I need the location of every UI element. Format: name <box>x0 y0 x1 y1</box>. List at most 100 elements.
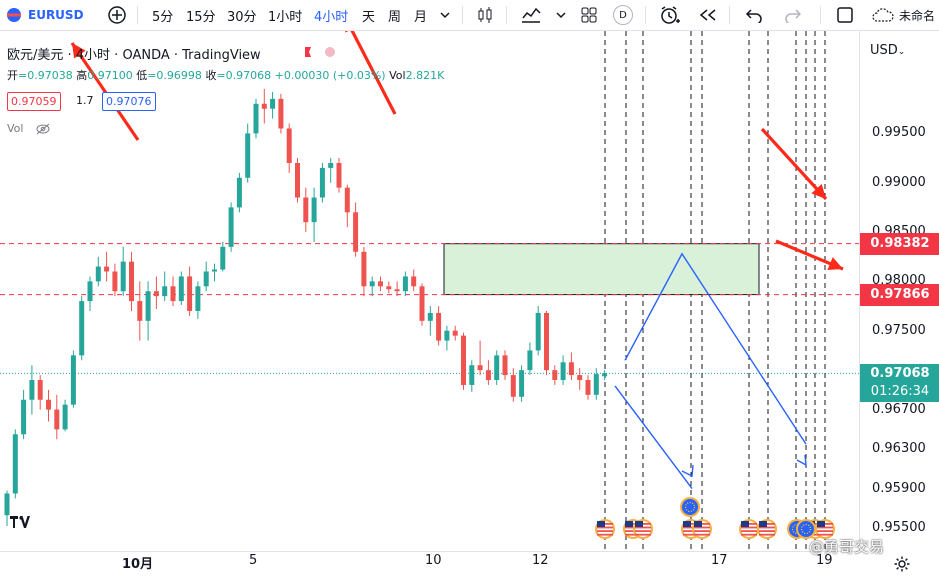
candle <box>485 360 491 385</box>
bar-countdown: 01:26:34 <box>870 384 930 400</box>
eu-event-icon[interactable] <box>796 519 816 539</box>
tradingview-logo <box>10 516 30 528</box>
candle <box>602 370 608 381</box>
candle <box>220 241 226 272</box>
alert-button[interactable] <box>659 0 681 30</box>
candle <box>178 271 184 306</box>
eye-crossed-icon[interactable] <box>35 123 51 135</box>
currency-selector[interactable]: USD⌄ <box>870 43 906 58</box>
timeframe-1h[interactable]: 1小时 <box>268 9 303 25</box>
price-label: 0.95500 <box>872 520 926 535</box>
candle <box>120 246 126 297</box>
bid-price-box[interactable]: 0.97059 <box>7 92 61 111</box>
candle <box>253 98 259 139</box>
candle <box>104 251 110 282</box>
candle <box>336 158 342 193</box>
candle <box>527 342 533 376</box>
price-label: 0.96700 <box>872 401 926 417</box>
time-label: 10月 <box>122 557 154 572</box>
candle <box>519 365 525 402</box>
candle <box>278 93 284 134</box>
us-event-icon[interactable] <box>757 519 777 539</box>
timeframe-4h[interactable]: 4小时 <box>314 9 349 25</box>
eu-event-icon[interactable] <box>680 497 700 517</box>
candles-icon <box>478 7 492 23</box>
candle <box>494 350 500 385</box>
timeframe-1d[interactable]: 天 <box>362 9 376 25</box>
timeframe-dropdown[interactable] <box>439 0 451 30</box>
candle <box>261 89 267 124</box>
timeframe-15m[interactable]: 15分 <box>186 9 216 25</box>
ask-price-box[interactable]: 0.97076 <box>102 92 156 111</box>
candle <box>568 352 574 381</box>
us-event-icon[interactable] <box>815 519 835 539</box>
symbol-search[interactable]: EURUSD <box>6 0 84 30</box>
timeframe-5m[interactable]: 5分 <box>152 9 174 25</box>
candle <box>552 365 558 385</box>
flag-eu-us-icon <box>7 8 21 22</box>
candle <box>502 350 508 381</box>
candle <box>419 283 425 326</box>
us-event-icon[interactable] <box>692 519 712 539</box>
d-badge: D <box>613 5 633 25</box>
candle <box>21 389 27 440</box>
candle <box>170 276 176 307</box>
price-label: 0.99000 <box>872 174 926 190</box>
candle <box>87 276 93 311</box>
arrow-upper-level <box>760 127 828 201</box>
candle <box>236 172 242 213</box>
layout-name-button[interactable]: 未命名 <box>871 0 935 30</box>
timeframe-1m[interactable]: 月 <box>414 9 428 25</box>
price-chart[interactable] <box>0 31 859 551</box>
us-event-icon[interactable] <box>633 519 653 539</box>
us-event-icon[interactable] <box>595 519 615 539</box>
redo-icon <box>785 9 802 23</box>
event-vertical-lines <box>604 31 826 551</box>
candle <box>286 123 292 173</box>
undo-button[interactable] <box>745 0 763 30</box>
price-tag-lower: 0.97866 <box>860 283 939 306</box>
candle <box>62 399 68 432</box>
candle <box>195 281 201 319</box>
candle <box>402 271 408 297</box>
d-button[interactable]: D <box>613 0 633 30</box>
chart-type-button[interactable] <box>476 0 494 30</box>
candle <box>361 246 367 297</box>
projection-down <box>614 385 693 489</box>
top-toolbar: EURUSD 5分 15分 30分 1小时 4小时 天 周 月 D <box>0 0 939 31</box>
rewind-icon <box>699 9 716 21</box>
replay-button[interactable] <box>699 0 717 30</box>
undo-icon <box>745 9 762 23</box>
price-tag-upper: 0.98382 <box>860 232 939 255</box>
indicators-button[interactable] <box>520 0 542 30</box>
cloud-icon <box>872 8 894 22</box>
redo-button[interactable] <box>784 0 802 30</box>
supply-zone-rect <box>443 243 760 296</box>
compare-button[interactable] <box>107 0 127 30</box>
price-axis[interactable]: USD⌄ 0.99500 0.99000 0.98500 0.98000 0.97500… <box>859 31 939 551</box>
symbol-label: EURUSD <box>28 8 84 22</box>
candle <box>70 350 76 408</box>
settings-button[interactable] <box>893 555 911 577</box>
candle <box>228 202 234 252</box>
timeframe-30m[interactable]: 30分 <box>227 9 257 25</box>
layout-button[interactable] <box>580 0 598 30</box>
timeframe-1w[interactable]: 周 <box>388 9 402 25</box>
candle <box>510 368 516 402</box>
price-label: 0.96300 <box>872 441 926 457</box>
fullscreen-button[interactable] <box>836 0 854 30</box>
candle <box>212 263 217 282</box>
candle <box>444 325 450 351</box>
annotation-arrows <box>70 31 844 271</box>
candle <box>353 202 359 257</box>
time-label: 17 <box>711 553 728 568</box>
us-event-icon[interactable] <box>739 519 759 539</box>
time-label: 10 <box>425 553 442 568</box>
time-axis[interactable]: 10月 5 10 12 17 19 <box>0 551 859 584</box>
candle <box>153 276 159 309</box>
price-label: 0.99500 <box>872 125 926 141</box>
indicators-dropdown[interactable] <box>555 0 567 30</box>
projection-path <box>614 252 807 489</box>
alarm-clock-icon <box>661 6 680 24</box>
candle <box>535 306 541 356</box>
